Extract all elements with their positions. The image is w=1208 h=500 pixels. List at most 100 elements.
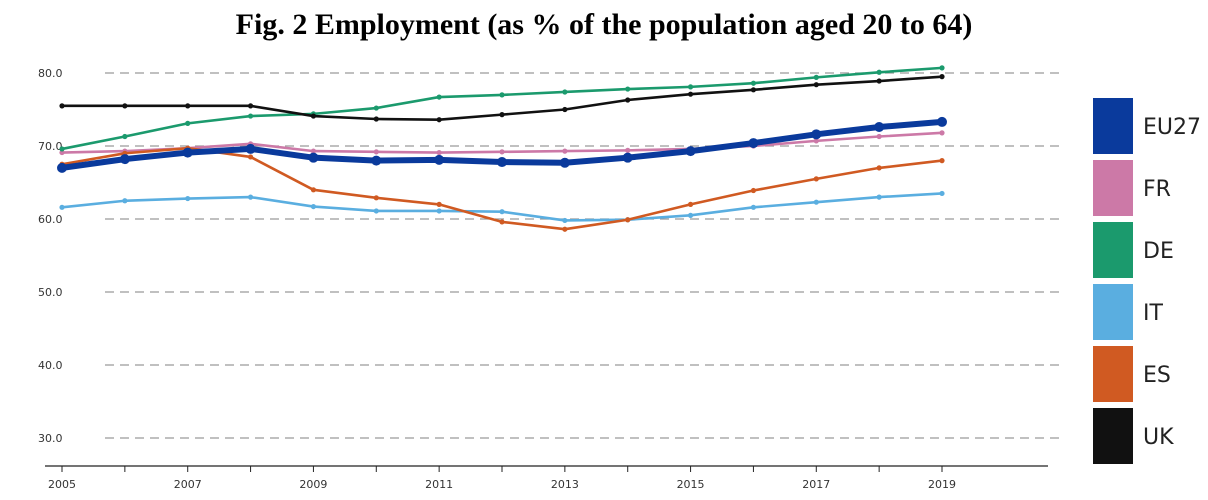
data-point-de — [562, 89, 568, 95]
data-point-uk — [185, 103, 191, 109]
data-point-es — [373, 195, 379, 201]
data-point-es — [247, 154, 254, 160]
data-point-it — [436, 208, 442, 214]
data-point-de — [499, 92, 505, 98]
data-point-eu27 — [559, 157, 570, 168]
data-point-de — [813, 74, 819, 80]
data-point-it — [876, 194, 882, 200]
data-point-eu27 — [119, 154, 130, 165]
data-point-it — [59, 204, 65, 210]
data-point-uk — [562, 106, 568, 113]
data-point-fr — [876, 133, 882, 140]
data-point-eu27 — [622, 152, 633, 163]
data-point-de — [876, 69, 882, 75]
x-tick-label: 2015 — [677, 478, 705, 491]
legend-label-uk: UK — [1143, 425, 1174, 450]
data-point-es — [813, 176, 819, 182]
series-uk — [59, 74, 945, 123]
y-tick-label: 70.0 — [38, 140, 63, 153]
data-point-es — [562, 226, 568, 232]
data-point-uk — [687, 91, 694, 97]
data-point-es — [876, 165, 882, 171]
series-it — [59, 190, 945, 224]
data-point-eu27 — [497, 157, 507, 168]
data-point-uk — [122, 103, 128, 109]
data-point-es — [436, 201, 442, 207]
data-point-uk — [373, 116, 379, 122]
data-point-it — [813, 199, 819, 205]
data-point-uk — [499, 112, 505, 118]
data-point-fr — [625, 147, 631, 153]
data-point-eu27 — [57, 162, 67, 173]
data-point-de — [436, 94, 442, 100]
data-point-de — [59, 146, 65, 152]
legend-label-es: ES — [1143, 363, 1171, 388]
x-tick-label: 2011 — [425, 478, 453, 491]
data-point-fr — [310, 148, 317, 154]
data-point-eu27 — [245, 143, 256, 154]
data-point-es — [310, 187, 317, 193]
data-point-eu27 — [308, 152, 319, 163]
data-point-uk — [59, 103, 65, 109]
x-axis: 2005 2007 2009 2011 2013 2015 2017 2019 — [45, 465, 1048, 491]
data-point-fr — [562, 148, 568, 154]
chart-title: Fig. 2 Employment (as % of the populatio… — [235, 8, 973, 41]
data-point-de — [122, 133, 128, 140]
data-point-it — [310, 203, 317, 210]
data-point-fr — [436, 149, 442, 156]
legend-swatch-it — [1093, 284, 1133, 340]
data-point-eu27 — [685, 146, 696, 157]
data-point-eu27 — [434, 154, 445, 165]
data-point-es — [499, 219, 505, 225]
gridlines — [105, 72, 1060, 439]
data-point-it — [499, 209, 505, 215]
data-point-it — [247, 194, 254, 200]
data-point-fr — [59, 149, 65, 156]
data-point-it — [687, 212, 694, 218]
data-point-de — [373, 105, 379, 111]
legend-label-eu27: EU27 — [1143, 115, 1201, 140]
data-point-eu27 — [748, 138, 759, 149]
x-tick-label: 2019 — [928, 478, 956, 491]
legend: EU27 FR DE IT ES UK — [1093, 98, 1201, 464]
data-point-eu27 — [937, 116, 947, 127]
legend-label-it: IT — [1143, 301, 1163, 326]
legend-label-de: DE — [1143, 239, 1174, 264]
data-point-fr — [373, 149, 379, 155]
data-point-eu27 — [182, 147, 193, 158]
data-point-uk — [625, 97, 631, 103]
data-point-it — [122, 198, 128, 204]
data-point-de — [939, 65, 945, 71]
y-tick-label: 40.0 — [38, 359, 63, 372]
data-point-uk — [750, 87, 757, 93]
data-point-uk — [939, 74, 945, 80]
x-tick-label: 2013 — [551, 478, 579, 491]
data-point-de — [687, 84, 694, 90]
data-point-eu27 — [811, 129, 822, 140]
x-tick-label: 2009 — [299, 478, 327, 491]
y-axis-tick-labels: 30.0 40.0 50.0 60.0 70.0 80.0 — [38, 67, 63, 445]
x-tick-label: 2017 — [802, 478, 830, 491]
data-point-de — [750, 80, 757, 86]
data-point-es — [750, 187, 757, 194]
data-point-fr — [939, 130, 945, 136]
data-point-it — [939, 190, 945, 197]
series-eu27 — [57, 116, 947, 173]
data-point-es — [687, 201, 694, 207]
legend-swatch-eu27 — [1093, 98, 1133, 154]
data-point-it — [185, 195, 191, 202]
data-point-eu27 — [371, 155, 382, 166]
data-point-it — [750, 204, 757, 210]
data-point-uk — [310, 113, 317, 119]
data-point-fr — [499, 149, 505, 155]
data-point-it — [562, 217, 568, 224]
data-point-uk — [436, 117, 442, 123]
series-lines — [57, 65, 947, 232]
legend-swatch-uk — [1093, 408, 1133, 464]
data-point-uk — [876, 78, 882, 84]
data-point-es — [939, 158, 945, 164]
data-point-it — [373, 208, 379, 214]
legend-swatch-fr — [1093, 160, 1133, 216]
data-point-eu27 — [874, 122, 885, 133]
